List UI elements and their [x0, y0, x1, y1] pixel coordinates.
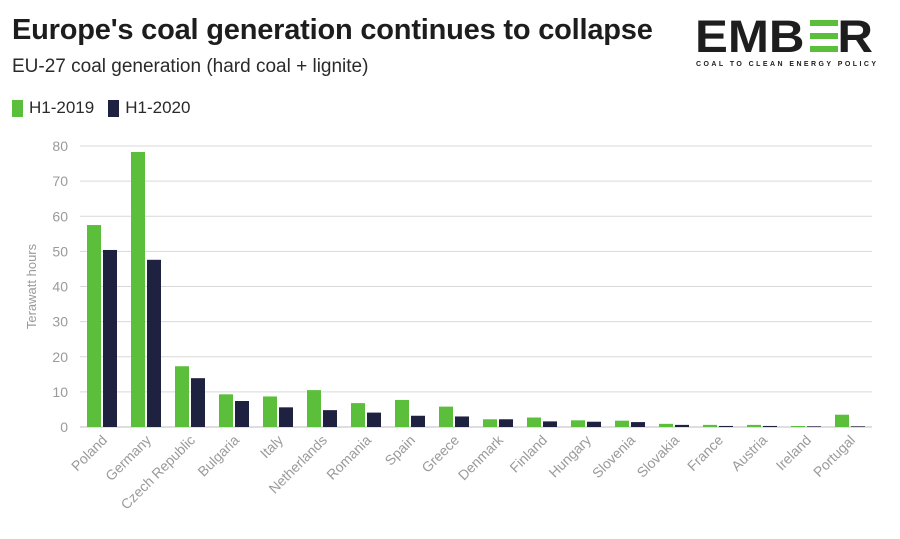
x-tick-label-hungary: Hungary — [545, 432, 594, 481]
chart-title: Europe's coal generation continues to co… — [12, 14, 653, 46]
x-tick-label-ireland: Ireland — [773, 432, 815, 474]
bar-h1-2019-poland — [87, 225, 101, 427]
bar-h1-2020-slovenia — [631, 422, 645, 427]
bar-h1-2020-italy — [279, 407, 293, 427]
y-tick-label-10: 10 — [52, 384, 68, 400]
bar-h1-2019-greece — [439, 406, 453, 427]
y-tick-label-80: 80 — [52, 138, 68, 154]
y-tick-label-50: 50 — [52, 243, 68, 259]
bar-h1-2019-france — [703, 424, 717, 427]
bar-h1-2020-netherlands — [323, 410, 337, 427]
bar-h1-2020-greece — [455, 416, 469, 427]
x-tick-label-austria: Austria — [728, 432, 770, 474]
x-tick-label-france: France — [684, 432, 726, 474]
bar-h1-2020-portugal — [851, 426, 865, 427]
bar-h1-2020-poland — [103, 249, 117, 427]
y-axis-label: Terawatt hours — [24, 243, 39, 329]
y-tick-label-70: 70 — [52, 173, 68, 189]
bar-h1-2019-czech-republic — [175, 366, 189, 427]
bar-h1-2019-netherlands — [307, 390, 321, 427]
y-tick-label-20: 20 — [52, 349, 68, 365]
y-tick-label-0: 0 — [60, 419, 68, 435]
x-tick-label-spain: Spain — [381, 432, 418, 469]
x-tick-label-greece: Greece — [418, 432, 462, 476]
x-tick-label-slovenia: Slovenia — [589, 432, 638, 481]
bar-h1-2019-slovakia — [659, 423, 673, 427]
bar-h1-2020-spain — [411, 415, 425, 427]
legend-label-h1-2019: H1-2019 — [29, 98, 95, 117]
bar-h1-2020-bulgaria — [235, 401, 249, 427]
legend-item-h1-2019: H1-2019 — [12, 98, 94, 118]
x-tick-label-romania: Romania — [323, 432, 374, 483]
bar-h1-2020-romania — [367, 412, 381, 427]
legend-label-h1-2020: H1-2020 — [125, 98, 191, 117]
chart-legend: H1-2019 H1-2020 — [12, 98, 204, 118]
bar-h1-2019-slovenia — [615, 420, 629, 427]
legend-item-h1-2020: H1-2020 — [108, 98, 190, 118]
bar-h1-2020-denmark — [499, 419, 513, 427]
bar-h1-2019-finland — [527, 417, 541, 427]
bar-h1-2020-france — [719, 425, 733, 427]
bar-h1-2019-germany — [131, 151, 145, 427]
x-tick-label-portugal: Portugal — [810, 432, 858, 480]
bar-h1-2020-ireland — [807, 426, 821, 427]
bar-h1-2019-romania — [351, 403, 365, 427]
x-tick-label-denmark: Denmark — [455, 431, 507, 483]
y-tick-label-40: 40 — [52, 279, 68, 295]
bar-h1-2020-slovakia — [675, 424, 689, 427]
bar-h1-2019-italy — [263, 396, 277, 427]
bar-h1-2019-spain — [395, 399, 409, 427]
ember-logo: EMBER COAL TO CLEAN ENERGY POLICY — [695, 12, 876, 68]
x-tick-label-finland: Finland — [506, 432, 550, 476]
ember-logo-accent-e — [810, 20, 838, 52]
bar-h1-2019-bulgaria — [219, 394, 233, 427]
bar-h1-2020-finland — [543, 421, 557, 427]
legend-swatch-h1-2019 — [12, 99, 23, 117]
chart-subtitle: EU-27 coal generation (hard coal + ligni… — [12, 56, 369, 77]
bar-h1-2019-ireland — [791, 425, 805, 427]
x-tick-label-bulgaria: Bulgaria — [194, 432, 242, 480]
bar-h1-2020-germany — [147, 259, 161, 427]
bar-h1-2019-austria — [747, 424, 761, 427]
bar-h1-2020-czech-republic — [191, 378, 205, 427]
x-tick-label-slovakia: Slovakia — [633, 432, 682, 481]
y-tick-label-60: 60 — [52, 208, 68, 224]
bar-h1-2019-denmark — [483, 419, 497, 427]
bar-h1-2019-hungary — [571, 420, 585, 427]
bar-h1-2019-portugal — [835, 414, 849, 427]
bar-h1-2020-austria — [763, 425, 777, 427]
x-tick-label-italy: Italy — [257, 432, 286, 461]
y-tick-label-30: 30 — [52, 314, 68, 330]
ember-logo-tagline: COAL TO CLEAN ENERGY POLICY — [696, 61, 876, 68]
legend-swatch-h1-2020 — [108, 99, 120, 117]
bar-h1-2020-hungary — [587, 421, 601, 427]
x-tick-label-poland: Poland — [68, 432, 110, 474]
